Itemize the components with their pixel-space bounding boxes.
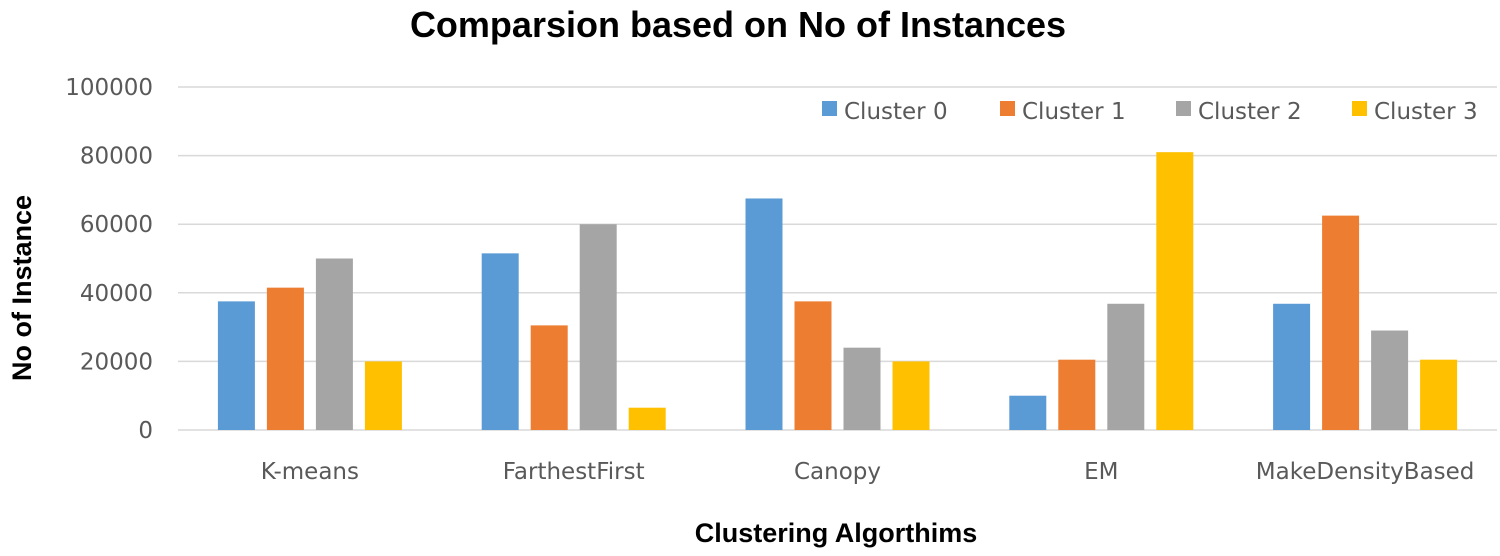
bar-cluster-2 — [1107, 303, 1145, 430]
x-axis-title: Clustering Algorthims — [695, 518, 978, 548]
bar-cluster-1 — [530, 325, 568, 430]
bar-cluster-0 — [1009, 395, 1047, 430]
x-tick-label: FarthestFirst — [503, 459, 645, 485]
bar-cluster-0 — [481, 253, 519, 430]
bar-cluster-3 — [1420, 359, 1458, 430]
legend-label: Cluster 3 — [1374, 99, 1478, 125]
legend-swatch — [822, 101, 837, 116]
legend-swatch — [1352, 101, 1367, 116]
y-tick-label: 20000 — [80, 349, 153, 375]
bar-cluster-1 — [1322, 215, 1360, 430]
x-axis-tick-labels: K-means FarthestFirst Canopy EM MakeDensityB… — [261, 459, 1475, 485]
x-tick-label: Canopy — [794, 459, 881, 485]
bar-cluster-2 — [1371, 330, 1409, 430]
x-tick-label: K-means — [261, 459, 359, 485]
bar-cluster-3 — [628, 407, 666, 430]
bar-cluster-0 — [1273, 303, 1311, 430]
bar-cluster-3 — [364, 361, 402, 430]
bar-cluster-3 — [892, 361, 930, 430]
legend-swatch — [1000, 101, 1015, 116]
y-tick-label: 100000 — [65, 75, 153, 101]
bars — [217, 152, 1458, 431]
legend-label: Cluster 1 — [1022, 99, 1126, 125]
legend-label: Cluster 2 — [1198, 99, 1302, 125]
bar-cluster-0 — [217, 301, 255, 430]
legend: Cluster 0 Cluster 1 Cluster 2 Cluster 3 — [822, 99, 1478, 125]
y-axis-tick-labels: 0 20000 40000 60000 80000 100000 — [65, 75, 153, 444]
y-axis-title: No of Instance — [7, 195, 37, 381]
y-tick-label: 60000 — [80, 212, 153, 238]
bar-cluster-1 — [1058, 359, 1096, 430]
x-tick-label: MakeDensityBased — [1256, 459, 1475, 485]
bar-cluster-2 — [315, 258, 353, 430]
chart-title: Comparsion based on No of Instances — [410, 4, 1066, 45]
bar-cluster-1 — [266, 287, 304, 430]
y-tick-label: 0 — [138, 418, 153, 444]
bar-cluster-1 — [794, 301, 832, 430]
bar-cluster-2 — [579, 224, 617, 430]
bar-cluster-0 — [745, 198, 783, 430]
legend-label: Cluster 0 — [844, 99, 948, 125]
legend-swatch — [1176, 101, 1191, 116]
bar-cluster-2 — [843, 347, 881, 430]
bar-cluster-3 — [1156, 152, 1194, 431]
x-tick-label: EM — [1084, 459, 1118, 485]
y-tick-label: 80000 — [80, 144, 153, 170]
y-tick-label: 40000 — [80, 281, 153, 307]
